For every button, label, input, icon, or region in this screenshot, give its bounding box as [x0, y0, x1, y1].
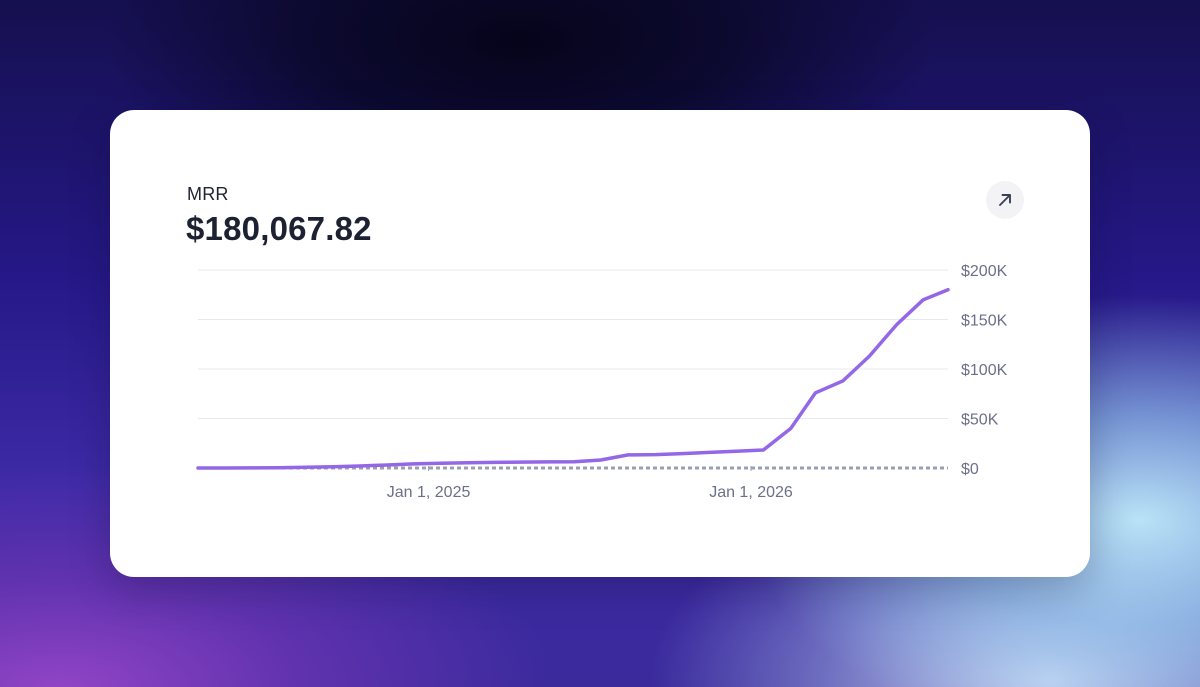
x-tick-label: Jan 1, 2026	[709, 484, 793, 501]
y-tick-label: $50K	[961, 412, 999, 429]
y-axis-ticks: $0 $50K $100K $150K $200K	[961, 263, 1008, 478]
arrow-up-right-icon	[999, 194, 1011, 206]
x-axis-ticks: Jan 1, 2025 Jan 1, 2026	[387, 466, 793, 501]
y-tick-label: $200K	[961, 263, 1008, 280]
data-point	[627, 453, 630, 456]
expand-button[interactable]	[986, 181, 1024, 219]
data-point	[545, 460, 548, 463]
data-point	[762, 448, 765, 451]
data-point	[223, 467, 226, 470]
mrr-line-chart: $0$50K$100K$150K$200K Jan 1, 2025 Jan 1, …	[196, 263, 1008, 501]
data-point	[492, 461, 495, 464]
data-point	[654, 453, 657, 456]
data-point	[922, 298, 925, 301]
data-point	[708, 451, 711, 454]
metric-value: $180,067.82	[186, 210, 372, 247]
data-point	[681, 452, 684, 455]
data-point	[895, 323, 898, 326]
data-point	[789, 427, 792, 430]
data-point	[734, 450, 737, 453]
data-point	[519, 461, 522, 464]
data-point	[277, 466, 280, 469]
data-point	[947, 288, 950, 291]
data-point	[599, 458, 602, 461]
data-point	[250, 466, 253, 469]
y-tick-label: $150K	[961, 313, 1008, 330]
data-point	[386, 464, 389, 467]
y-tick-label: $0	[961, 461, 979, 478]
mrr-card: MRR $180,067.82 $0 $50K $100K $150K $200K Ja…	[110, 110, 1090, 577]
data-point	[304, 466, 307, 469]
y-tick-label: $100K	[961, 362, 1008, 379]
metric-title: MRR	[187, 184, 229, 204]
x-tick-label: Jan 1, 2025	[387, 484, 471, 501]
data-point	[197, 467, 200, 470]
data-point	[358, 465, 361, 468]
data-point	[439, 462, 442, 465]
series-layer	[196, 287, 950, 470]
data-point	[412, 462, 415, 465]
data-point	[868, 355, 871, 358]
grid-lines	[198, 269, 948, 419]
mrr-series-line	[196, 287, 950, 470]
data-point	[332, 465, 335, 468]
data-point	[573, 460, 576, 463]
data-point	[841, 379, 844, 382]
data-point	[814, 391, 817, 394]
data-point	[467, 461, 470, 464]
